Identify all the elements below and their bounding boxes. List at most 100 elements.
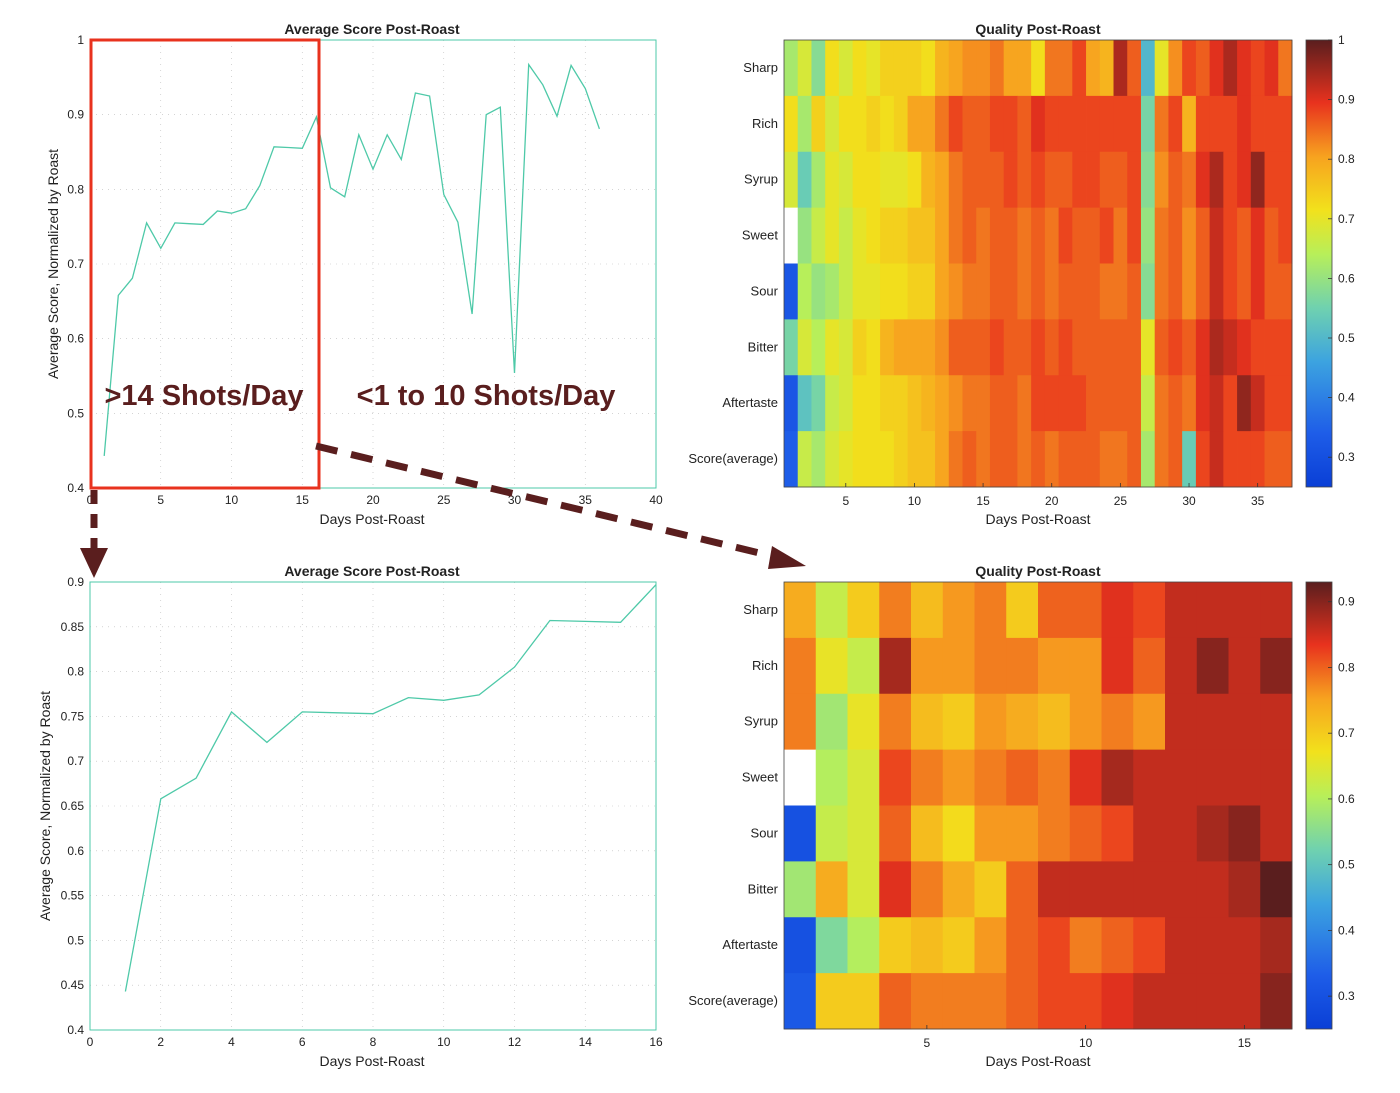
- heatmap-cell: [1101, 637, 1134, 695]
- heatmap-cell: [1182, 375, 1197, 432]
- heatmap-cells: [784, 582, 1293, 1030]
- heatmap-cell: [847, 582, 880, 639]
- heatmap-cell: [921, 151, 936, 209]
- heatmap-cell: [942, 861, 975, 918]
- heatmap-cell: [811, 375, 826, 432]
- heatmap-cell: [1017, 207, 1032, 264]
- heatmap-cell: [1182, 95, 1197, 153]
- heatmap-cell: [1069, 861, 1102, 918]
- heatmap-cell: [893, 263, 908, 320]
- heatmap-cell: [1182, 151, 1197, 209]
- heatmap-cell: [1044, 375, 1059, 432]
- x-axis-label: Days Post-Roast: [985, 511, 1090, 527]
- row-label: Bitter: [748, 881, 779, 896]
- annotation-high-volume: >14 Shots/Day: [104, 380, 303, 412]
- row-labels: Sharp Rich Syrup Sweet Sour Bitter Aftertaste S…: [688, 602, 778, 1008]
- heatmap-cell: [811, 207, 826, 264]
- heatmap-title: Quality Post-Roast: [975, 21, 1101, 37]
- heatmap-cell: [1069, 973, 1102, 1030]
- heatmap-cell: [921, 263, 936, 320]
- heatmap-cell: [1260, 917, 1293, 974]
- heatmap-cell: [1069, 637, 1102, 695]
- heatmap-cell: [935, 40, 950, 97]
- heatmap-cell: [1072, 263, 1087, 320]
- heatmap-cell: [1099, 40, 1114, 97]
- colorbar-tick-label: 0.6: [1338, 271, 1355, 285]
- heatmap-cell: [1278, 95, 1293, 153]
- heatmap-cell: [1209, 263, 1224, 320]
- y-tick-label: 0.75: [61, 709, 85, 723]
- heatmap-cell: [1250, 95, 1265, 153]
- heatmap-cell: [1101, 749, 1134, 806]
- heatmap-cell: [1196, 805, 1229, 862]
- y-tick-label: 0.6: [67, 844, 84, 858]
- heatmap-cell: [1140, 207, 1156, 264]
- heatmap-cell: [1140, 263, 1156, 320]
- y-axis-label: Average Score, Normalized by Roast: [45, 149, 61, 379]
- heatmap-cell: [866, 40, 881, 97]
- heatmap-cell: [921, 40, 936, 97]
- heatmap-cell: [1031, 431, 1046, 488]
- heatmap-cell: [852, 319, 867, 376]
- heatmap-cell: [893, 95, 908, 153]
- heatmap-cell: [784, 375, 799, 432]
- heatmap-cell: [1086, 151, 1101, 209]
- heatmap-cell: [852, 95, 867, 153]
- heatmap-cell: [866, 151, 881, 209]
- y-tick-label: 0.9: [67, 575, 84, 589]
- heatmap-cell: [1264, 375, 1279, 432]
- heatmap-cell: [1260, 637, 1293, 695]
- heatmap-cell: [1250, 263, 1265, 320]
- heatmap-cell: [784, 917, 817, 974]
- x-tick-label: 25: [437, 493, 451, 507]
- heatmap-cell: [880, 431, 895, 488]
- heatmap-cell: [866, 431, 881, 488]
- x-axis-label: Days Post-Roast: [319, 511, 424, 527]
- heatmap-cell: [880, 151, 895, 209]
- heatmap-cell: [1003, 207, 1018, 264]
- heatmap-cell: [852, 151, 867, 209]
- heatmap-cell: [1006, 693, 1039, 751]
- heatmap-cell: [1017, 319, 1032, 376]
- colorbar-tick-label: 0.7: [1338, 726, 1355, 740]
- heatmap-cell: [852, 431, 867, 488]
- heatmap-cell: [1038, 582, 1071, 639]
- heatmap-cell: [880, 40, 895, 97]
- heatmap-cell: [784, 693, 817, 751]
- heatmap-cell: [1168, 263, 1183, 320]
- heatmap-cell: [1237, 263, 1252, 320]
- heatmap-cell: [1278, 40, 1293, 97]
- heatmap-cell: [893, 151, 908, 209]
- y-tick-label: 0.9: [67, 108, 84, 122]
- heatmap-cell: [1223, 375, 1238, 432]
- colorbar-tick-label: 0.6: [1338, 792, 1355, 806]
- heatmap-cell: [989, 431, 1005, 488]
- heatmap-cell: [1140, 431, 1156, 488]
- heatmap-cell: [962, 95, 977, 153]
- heatmap-zoom: Quality Post-Roast Sharp Rich Syrup Sweet So…: [688, 563, 1355, 1069]
- row-label: Sour: [751, 283, 779, 298]
- heatmap-cell: [1072, 207, 1087, 264]
- heatmap-cell: [847, 917, 880, 974]
- heatmap-cell: [1260, 861, 1293, 918]
- heatmap-cell: [1264, 431, 1279, 488]
- heatmap-cell: [1038, 917, 1071, 974]
- heatmap-cell: [921, 95, 936, 153]
- heatmap-cell: [1168, 151, 1183, 209]
- heatmap-cell: [847, 805, 880, 862]
- heatmap-cell: [989, 207, 1005, 264]
- heatmap-cell: [1069, 917, 1102, 974]
- heatmap-cell: [907, 431, 922, 488]
- heatmap-cell: [1113, 151, 1128, 209]
- heatmap-cell: [1069, 805, 1102, 862]
- colorbar-tick-label: 0.8: [1338, 152, 1355, 166]
- heatmap-cell: [1017, 95, 1032, 153]
- heatmap-cell: [1133, 917, 1166, 974]
- heatmap-cell: [815, 582, 848, 639]
- heatmap-cell: [974, 637, 1007, 695]
- heatmap-cell: [825, 319, 840, 376]
- heatmap-frame: [783, 581, 1293, 1030]
- heatmap-cell: [1099, 207, 1114, 264]
- heatmap-cell: [811, 431, 826, 488]
